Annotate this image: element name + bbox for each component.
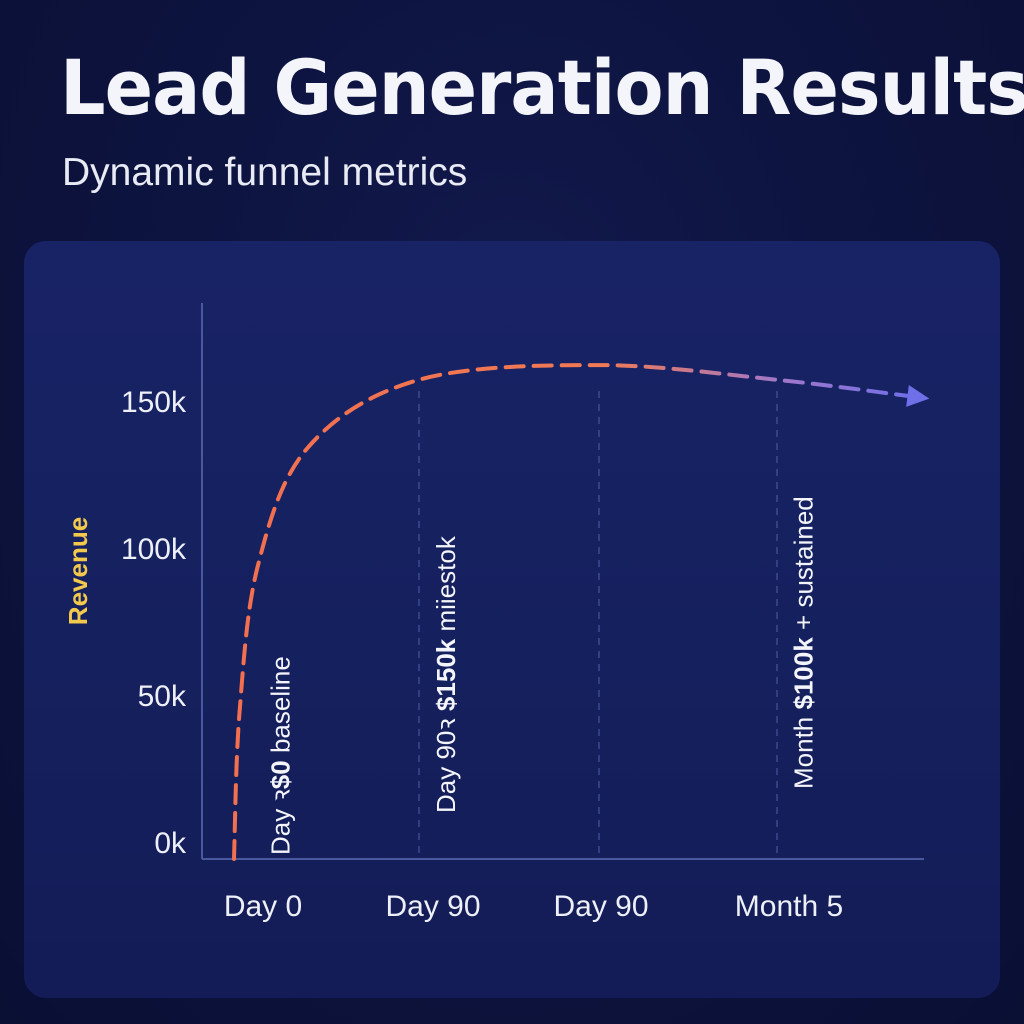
y-tick-label: 150k [121, 386, 187, 419]
y-tick-label: 100k [121, 533, 187, 566]
y-tick-label: 0k [154, 827, 187, 860]
annotation-part: Month [789, 710, 819, 790]
annotation-label: Day ꝛ$0 baseline [265, 656, 295, 855]
curve-layer [232, 363, 930, 861]
chart-card: 0k 50k 100k 150k Day 0 Day 90 Day 90 Month 5 Rev… [24, 241, 1000, 998]
y-axis-title: Revenue [63, 517, 93, 625]
x-tick-label: Day 90 [553, 890, 648, 923]
page-title: Lead Generation Results [60, 43, 1024, 132]
annotation-part: baseline [265, 656, 295, 760]
tick-layer: 0k 50k 100k 150k Day 0 Day 90 Day 90 Month 5 Rev… [63, 386, 843, 923]
annotation-part: + sustained [789, 496, 819, 637]
x-tick-label: Day 90 [385, 890, 480, 923]
revenue-chart: 0k 50k 100k 150k Day 0 Day 90 Day 90 Month 5 Rev… [63, 303, 930, 923]
series-arrow-head [906, 385, 930, 407]
annotation-part: $150k [431, 638, 461, 711]
annotation-part: miiestok [431, 535, 461, 639]
page-subtitle: Dynamic funnel metrics [62, 151, 468, 194]
x-tick-label: Month 5 [735, 890, 843, 923]
annotation-part: Day 90ꝛ [431, 711, 461, 813]
annotation-part: $100k [789, 637, 819, 710]
axis-layer [201, 303, 924, 860]
annotation-part: $0 [265, 760, 295, 789]
annotation-label: Day 90ꝛ $150k miiestok [431, 535, 461, 813]
grid-layer [418, 391, 778, 859]
annotation-part: Day ꝛ [265, 789, 295, 855]
annotation-layer: Day ꝛ$0 baseline Day 90ꝛ $150k miiestok Mo… [265, 496, 818, 855]
annotation-label: Month $100k + sustained [789, 496, 819, 789]
x-tick-label: Day 0 [224, 890, 302, 923]
y-tick-label: 50k [138, 680, 187, 713]
